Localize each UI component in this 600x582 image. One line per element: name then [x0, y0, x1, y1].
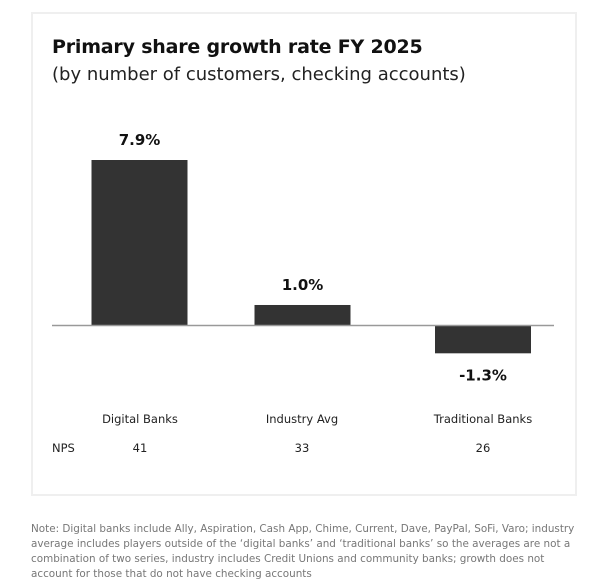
- data-label-industry-avg: 1.0%: [282, 276, 324, 294]
- footnote: Note: Digital banks include Ally, Aspira…: [31, 523, 575, 580]
- category-label-traditional-banks: Traditional Banks: [433, 412, 533, 426]
- chart-title: Primary share growth rate FY 2025: [52, 36, 423, 58]
- data-label-traditional-banks: -1.3%: [459, 366, 507, 384]
- category-label-digital-banks: Digital Banks: [102, 412, 178, 426]
- bar-industry-avg: [254, 304, 351, 326]
- chart-subtitle: (by number of customers, checking accoun…: [52, 64, 466, 85]
- nps-value-digital-banks: 41: [132, 441, 148, 455]
- nps-value-industry-avg: 33: [294, 441, 310, 455]
- nps-row-label: NPS: [52, 441, 75, 455]
- data-label-digital-banks: 7.9%: [119, 131, 161, 149]
- category-label-industry-avg: Industry Avg: [265, 412, 339, 426]
- bar-digital-banks: [91, 160, 188, 326]
- bar-traditional-banks: [435, 326, 531, 354]
- nps-value-traditional-banks: 26: [475, 441, 491, 455]
